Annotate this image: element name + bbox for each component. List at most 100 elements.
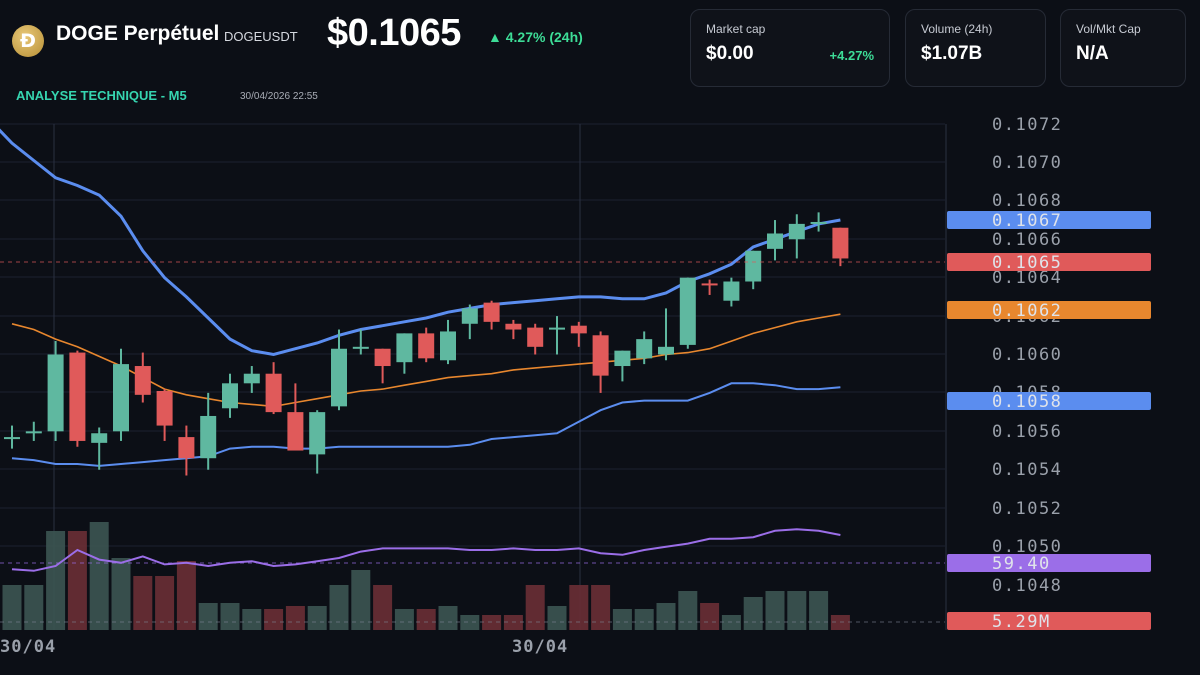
volume-bar xyxy=(700,603,720,630)
volume-bar xyxy=(547,606,567,630)
last-price-tag-bg xyxy=(947,253,1151,271)
candle-body xyxy=(200,415,217,459)
candle-body xyxy=(723,281,740,301)
price-tick-label: 0.1056 xyxy=(992,422,1062,442)
rsi-tag-label: 59.40 xyxy=(992,554,1051,574)
bollinger-upper-line xyxy=(0,128,841,357)
candle-body xyxy=(156,390,173,426)
candle-body xyxy=(113,364,129,432)
axis-tags: 0.1067 0.1065 0.1062 0.1058 59.40 5.29M xyxy=(947,211,1151,632)
candle-body xyxy=(47,354,64,432)
candle-body xyxy=(418,333,435,359)
analysis-title: ANALYSE TECHNIQUE - M5 xyxy=(16,88,187,103)
date-axis: 30/04 30/04 xyxy=(0,637,567,657)
market-cap-card: Market cap $0.00 +4.27% xyxy=(690,9,890,87)
volume-label: Volume (24h) xyxy=(921,22,993,36)
volume-bar xyxy=(525,585,545,630)
price-change-24h: ▲ 4.27% (24h) xyxy=(488,29,583,45)
candle-body xyxy=(505,323,522,330)
volume-bar xyxy=(460,615,480,630)
price-tick-label: 0.1068 xyxy=(992,191,1062,211)
candle-body xyxy=(352,346,369,349)
last-price-tag-label: 0.1065 xyxy=(992,253,1062,273)
volume-value: $1.07B xyxy=(921,43,983,64)
volume-bar xyxy=(220,603,240,630)
volume-bar xyxy=(765,591,785,630)
current-price: $0.1065 xyxy=(327,12,461,54)
candle-body xyxy=(331,348,347,407)
vol-mkt-cap-card: Vol/Mkt Cap N/A xyxy=(1060,9,1186,87)
volume-bar xyxy=(373,585,393,630)
ma-tag-bg xyxy=(947,301,1151,319)
candle-body xyxy=(636,339,653,359)
volume-bar xyxy=(351,570,371,630)
candle-body xyxy=(658,346,674,355)
candle-body xyxy=(701,283,718,286)
price-tick-label: 0.1066 xyxy=(992,230,1062,250)
volume-bar xyxy=(394,609,414,630)
candle-body xyxy=(4,437,20,440)
candle-body xyxy=(396,333,413,363)
volume-bar xyxy=(678,591,698,630)
vol-mkt-cap-value: N/A xyxy=(1076,43,1109,64)
doge-logo-icon: Đ xyxy=(12,25,44,57)
candle-body xyxy=(745,250,762,282)
rsi-tag-bg xyxy=(947,554,1151,572)
candle-body xyxy=(570,325,587,334)
price-tick-label: 0.1070 xyxy=(992,153,1062,173)
volume-tag-bg xyxy=(947,612,1151,630)
candle-body xyxy=(549,327,565,330)
candle-body xyxy=(832,227,849,259)
candle-body xyxy=(810,221,827,224)
candle-body xyxy=(592,335,609,376)
upper-band-tag-bg xyxy=(947,211,1151,229)
volume-bar xyxy=(133,576,153,630)
pair-ticker: DOGEUSDT xyxy=(224,29,298,44)
price-tick-label: 0.1072 xyxy=(992,115,1062,135)
volume-bar xyxy=(285,606,305,630)
volume-bar xyxy=(743,597,763,630)
price-tick-label: 0.1054 xyxy=(992,460,1062,480)
candle-body xyxy=(134,366,151,395)
market-cap-value: $0.00 xyxy=(706,43,754,64)
volume-bar xyxy=(438,606,458,630)
volume-bar xyxy=(329,585,349,630)
volume-bar xyxy=(198,603,218,630)
volume-bar xyxy=(787,591,807,630)
candle-body xyxy=(69,352,86,441)
market-cap-delta: +4.27% xyxy=(829,48,874,63)
volume-bar xyxy=(591,585,611,630)
pair-name: DOGE Perpétuel xyxy=(56,22,220,45)
volume-card: Volume (24h) $1.07B xyxy=(905,9,1046,87)
volume-bar xyxy=(46,531,66,630)
price-guides xyxy=(0,261,945,623)
volume-bar xyxy=(307,606,327,630)
candle-body xyxy=(461,308,478,324)
candle-body xyxy=(265,373,282,413)
volume-bar xyxy=(569,585,589,630)
volume-bar xyxy=(89,522,109,630)
upper-band-tag-label: 0.1067 xyxy=(992,211,1062,231)
candle-body xyxy=(483,302,500,322)
candle-body xyxy=(440,331,456,361)
volume-tag-label: 5.29M xyxy=(992,612,1051,632)
candle-body xyxy=(222,383,238,409)
volume-bar xyxy=(155,576,175,630)
candle-body xyxy=(679,277,696,345)
lower-band-tag-bg xyxy=(947,392,1151,410)
price-tick-label: 0.1064 xyxy=(992,268,1062,288)
vol-mkt-cap-label: Vol/Mkt Cap xyxy=(1076,22,1141,36)
price-tick-label: 0.1048 xyxy=(992,576,1062,596)
candle-body xyxy=(374,348,391,367)
volume-bar xyxy=(176,561,196,630)
candle-body xyxy=(309,412,326,455)
candle-body xyxy=(788,223,805,240)
price-axis: 0.1072 0.1070 0.1068 0.1066 0.1064 0.1062 0.10… xyxy=(992,115,1062,596)
candle-body xyxy=(287,412,304,451)
volume-bar xyxy=(2,585,22,630)
volume-bar xyxy=(416,609,436,630)
price-tick-label: 0.1060 xyxy=(992,345,1062,365)
volume-bar xyxy=(809,591,829,630)
volume-bar xyxy=(634,609,654,630)
